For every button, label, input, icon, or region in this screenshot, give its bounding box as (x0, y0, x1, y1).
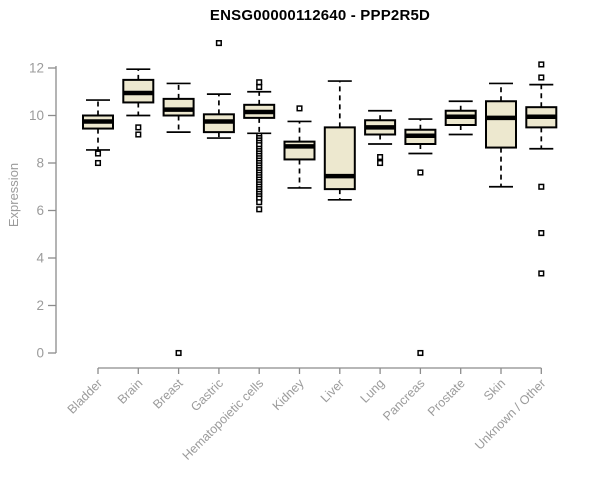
x-tick-label-unknown-other: Unknown / Other (472, 376, 548, 452)
outlier-hematopoietic-cells (256, 199, 263, 206)
outlier-hematopoietic-cells (256, 79, 263, 86)
x-tick-label-brain: Brain (115, 376, 146, 407)
x-tick-label-breast: Breast (150, 376, 186, 412)
outlier-bladder (94, 150, 102, 157)
outlier-hematopoietic-cells (256, 83, 263, 91)
y-tick-label: 0 (36, 346, 44, 361)
y-tick-label: 2 (36, 298, 44, 313)
outlier-lung (377, 159, 384, 167)
outlier-hematopoietic-cells (256, 206, 263, 213)
x-tick-label-skin: Skin (481, 376, 508, 403)
box-liver (323, 126, 356, 191)
x-tick-label-lung: Lung (358, 376, 388, 406)
chart-title: ENSG00000112640 - PPP2R5D (209, 7, 431, 24)
outlier-unknown-other (538, 183, 545, 190)
y-tick-label: 8 (36, 156, 44, 171)
outlier-breast (175, 349, 182, 357)
outlier-brain (135, 131, 142, 138)
outlier-brain (135, 124, 142, 131)
box-skin (485, 100, 517, 149)
box-breast (162, 97, 195, 117)
x-tick-label-gastric: Gastric (188, 376, 226, 414)
outlier-unknown-other (538, 230, 545, 237)
outlier-pancreas (417, 349, 424, 357)
x-tick-label-prostate: Prostate (425, 376, 468, 419)
y-tick-label: 6 (36, 203, 44, 218)
outlier-lung (377, 154, 384, 161)
y-tick-label: 12 (29, 61, 44, 76)
outlier-unknown-other (538, 74, 545, 81)
outlier-pancreas (417, 169, 424, 176)
x-tick-label-liver: Liver (318, 376, 347, 405)
x-tick-label-hematopoietic-cells: Hematopoietic cells (180, 376, 267, 463)
y-tick-label: 4 (36, 251, 44, 266)
outlier-unknown-other (538, 61, 545, 68)
y-tick-label: 10 (29, 108, 44, 123)
outlier-kidney (296, 105, 303, 112)
x-tick-label-kidney: Kidney (270, 376, 307, 413)
outlier-gastric (215, 40, 222, 47)
outlier-unknown-other (538, 270, 545, 277)
x-tick-label-bladder: Bladder (65, 376, 105, 416)
x-tick-label-pancreas: Pancreas (380, 376, 427, 423)
outlier-bladder (94, 159, 102, 167)
